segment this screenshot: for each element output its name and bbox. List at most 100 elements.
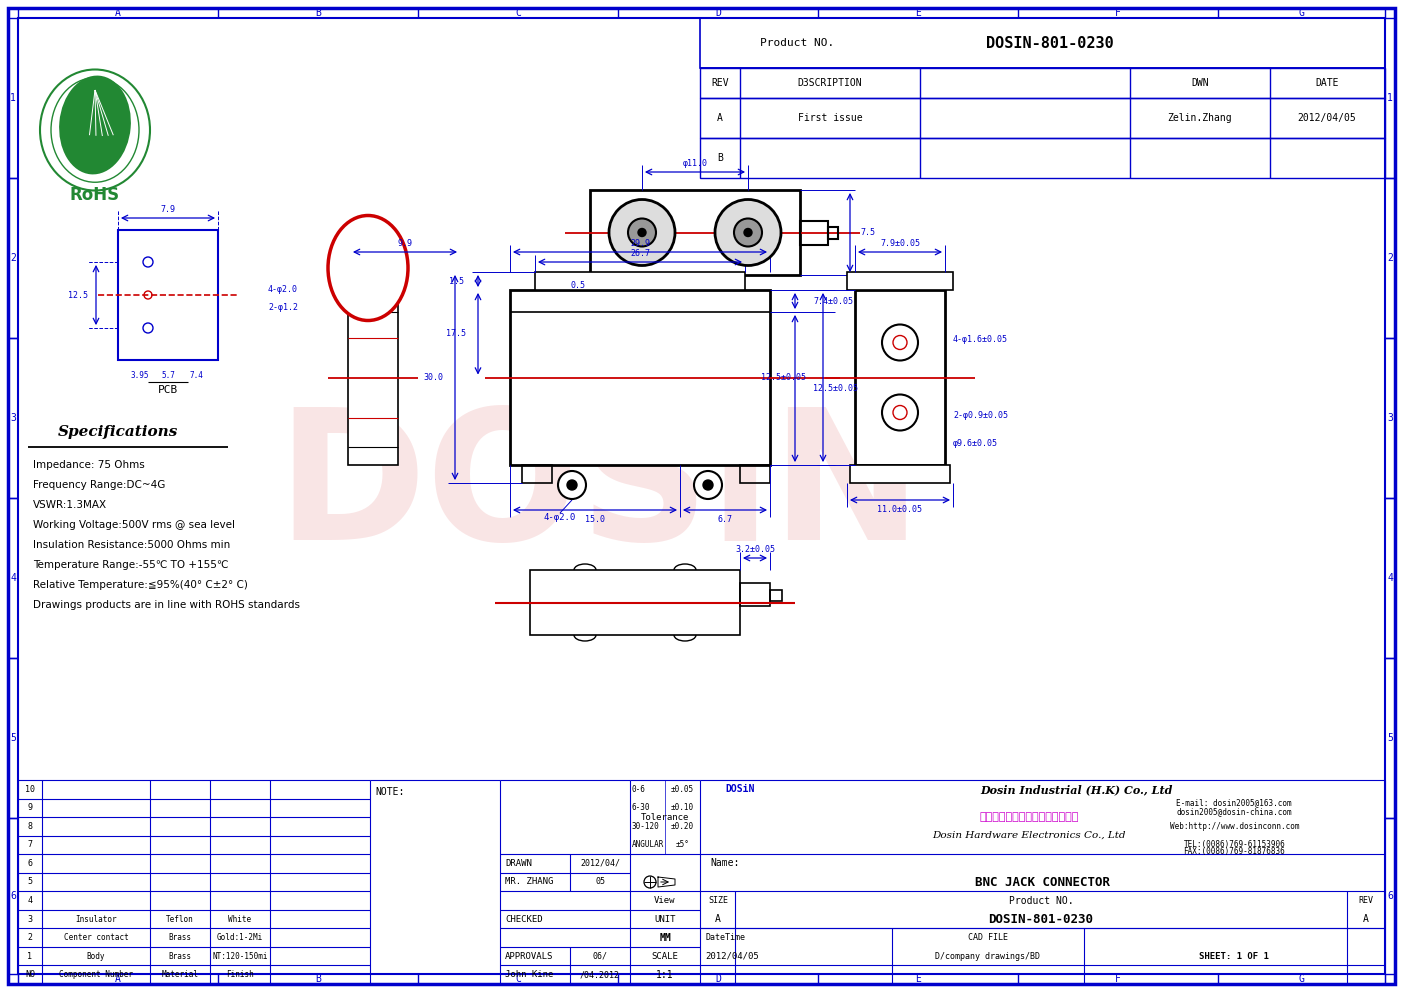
Circle shape — [558, 471, 586, 499]
Text: 6: 6 — [1388, 891, 1393, 901]
Text: A: A — [716, 914, 721, 925]
Text: 30.0: 30.0 — [422, 373, 443, 382]
Text: View: View — [654, 896, 676, 905]
Text: 30-120: 30-120 — [631, 821, 659, 831]
Text: B: B — [316, 8, 321, 18]
Text: G: G — [1299, 8, 1305, 18]
Text: C: C — [515, 8, 521, 18]
Text: 7.4: 7.4 — [189, 370, 203, 380]
Text: 2-φ0.9±0.05: 2-φ0.9±0.05 — [953, 412, 1007, 421]
Text: 17.5: 17.5 — [446, 329, 466, 338]
Text: ±5°: ±5° — [676, 840, 689, 849]
Text: 5: 5 — [1388, 733, 1393, 743]
Text: C: C — [515, 974, 521, 984]
Text: CHECKED: CHECKED — [505, 915, 543, 924]
Text: DWN: DWN — [1191, 78, 1209, 88]
Text: 9.9: 9.9 — [397, 238, 412, 247]
Text: DateTime: DateTime — [704, 933, 745, 942]
Text: DOSIN-801-0230: DOSIN-801-0230 — [986, 36, 1114, 51]
Text: 6-30: 6-30 — [631, 804, 651, 812]
Text: D/company drawings/BD: D/company drawings/BD — [936, 951, 1040, 960]
Text: 4-φ2.0: 4-φ2.0 — [268, 286, 297, 295]
Text: SHEET: 1 OF 1: SHEET: 1 OF 1 — [1200, 951, 1270, 960]
Text: 4: 4 — [28, 896, 32, 905]
Text: First issue: First issue — [798, 113, 863, 123]
Text: DOSIN-801-0230: DOSIN-801-0230 — [989, 913, 1093, 926]
Text: G: G — [1299, 974, 1305, 984]
Text: Material: Material — [161, 970, 198, 979]
Text: Dosin Industrial (H.K) Co., Ltd: Dosin Industrial (H.K) Co., Ltd — [981, 784, 1173, 795]
Text: NT:120-150mi: NT:120-150mi — [212, 951, 268, 960]
Text: 1.5: 1.5 — [449, 277, 463, 286]
Bar — [511, 290, 770, 465]
Text: Gold:1-2Mi: Gold:1-2Mi — [217, 933, 264, 942]
Text: F: F — [1115, 974, 1121, 984]
Text: 2012/04/05: 2012/04/05 — [704, 951, 759, 960]
Circle shape — [567, 480, 577, 490]
Text: 1: 1 — [1388, 93, 1393, 103]
Text: Temperature Range:-55℃ TO +155℃: Temperature Range:-55℃ TO +155℃ — [34, 560, 229, 570]
Text: Brass: Brass — [168, 951, 192, 960]
Text: VSWR:1.3MAX: VSWR:1.3MAX — [34, 500, 107, 510]
Text: 3.95: 3.95 — [130, 370, 149, 380]
Bar — [700, 98, 1385, 138]
Text: 4-φ2.0: 4-φ2.0 — [544, 513, 577, 522]
Text: 1:1: 1:1 — [657, 970, 673, 980]
Text: 5.7: 5.7 — [161, 370, 175, 380]
Text: Insulator: Insulator — [76, 915, 116, 924]
Ellipse shape — [41, 69, 150, 190]
Bar — [591, 190, 800, 275]
Text: 7.5: 7.5 — [860, 228, 875, 237]
Bar — [530, 570, 739, 635]
Circle shape — [882, 395, 918, 431]
Text: A: A — [115, 8, 121, 18]
Text: 东菞市德赛五金电子制品有限公司: 东菞市德赛五金电子制品有限公司 — [979, 812, 1079, 822]
Circle shape — [716, 199, 781, 266]
Circle shape — [703, 480, 713, 490]
Text: Product NO.: Product NO. — [1009, 896, 1073, 906]
Text: Specifications: Specifications — [58, 425, 178, 439]
Text: 2: 2 — [1388, 253, 1393, 263]
Text: E-mail: dosin2005@163.com: E-mail: dosin2005@163.com — [1177, 798, 1292, 806]
Text: CAD FILE: CAD FILE — [968, 933, 1007, 942]
Text: E: E — [915, 974, 920, 984]
Text: ±0.10: ±0.10 — [671, 804, 694, 812]
Bar — [348, 290, 398, 465]
Text: DRAWN: DRAWN — [505, 859, 532, 868]
Text: DOSiN: DOSiN — [276, 402, 923, 578]
Circle shape — [629, 218, 657, 246]
Text: Web:http://www.dosinconn.com: Web:http://www.dosinconn.com — [1170, 821, 1299, 831]
Text: 3: 3 — [10, 413, 15, 423]
Text: 7.9±0.05: 7.9±0.05 — [880, 238, 920, 247]
Text: Drawings products are in line with ROHS standards: Drawings products are in line with ROHS … — [34, 600, 300, 610]
Text: Dosin Hardware Electronics Co., Ltd: Dosin Hardware Electronics Co., Ltd — [932, 831, 1125, 840]
Text: 3.2±0.05: 3.2±0.05 — [735, 545, 774, 554]
Text: A: A — [115, 974, 121, 984]
Text: ±0.20: ±0.20 — [671, 821, 694, 831]
Text: 2012/04/05: 2012/04/05 — [1298, 113, 1357, 123]
Text: 15.0: 15.0 — [585, 515, 605, 524]
Text: D3SCRIPTION: D3SCRIPTION — [798, 78, 863, 88]
Text: 2: 2 — [28, 933, 32, 942]
Text: Finish: Finish — [226, 970, 254, 979]
Text: 12.5±0.05: 12.5±0.05 — [760, 373, 805, 382]
Bar — [522, 465, 551, 483]
Text: Insulation Resistance:5000 Ohms min: Insulation Resistance:5000 Ohms min — [34, 540, 230, 550]
Bar — [828, 226, 838, 238]
Text: 4: 4 — [1388, 573, 1393, 583]
Text: APPROVALS: APPROVALS — [505, 951, 553, 960]
Text: TEL:(0086)769-61153906: TEL:(0086)769-61153906 — [1183, 840, 1285, 849]
Bar — [850, 465, 950, 483]
Bar — [118, 230, 217, 360]
Bar — [800, 220, 828, 244]
Text: DATE: DATE — [1315, 78, 1338, 88]
Text: 5: 5 — [28, 878, 32, 887]
Text: NO: NO — [25, 970, 35, 979]
Text: 0.5: 0.5 — [571, 281, 585, 290]
Text: REV: REV — [711, 78, 728, 88]
Text: 6.7: 6.7 — [717, 515, 732, 524]
Bar — [348, 272, 398, 290]
Circle shape — [744, 228, 752, 236]
Text: 9: 9 — [28, 804, 32, 812]
Circle shape — [734, 218, 762, 246]
